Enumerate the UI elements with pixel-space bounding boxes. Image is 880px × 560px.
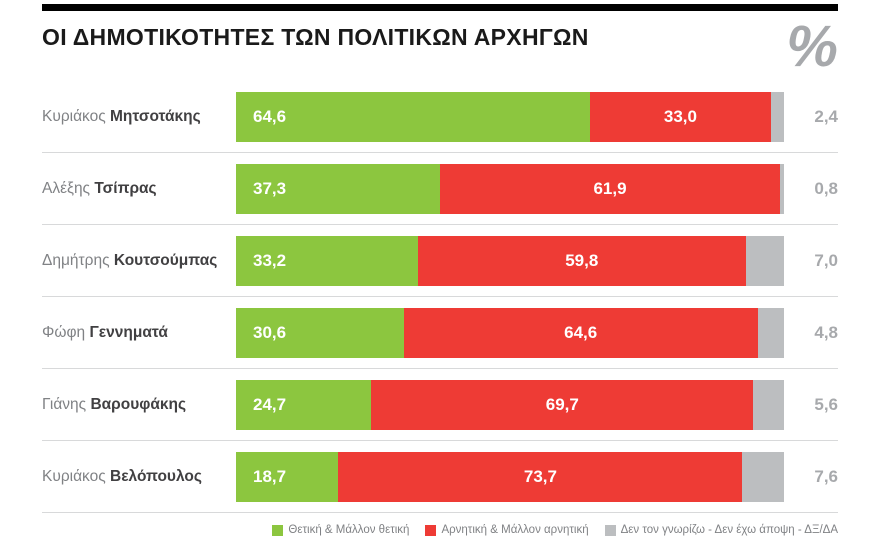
legend-item: Αρνητική & Μάλλον αρνητική [425, 524, 589, 536]
table-row: Αλέξης Τσίπρας 37,3 61,9 0,8 [42, 153, 838, 225]
unknown-segment [745, 235, 784, 286]
legend-item: Θετική & Μάλλον θετική [272, 524, 409, 536]
name-label: Φώφη Γεννηματά [42, 324, 236, 342]
first-name: Κυριάκος [42, 467, 110, 485]
positive-value: 64,6 [253, 106, 287, 126]
first-name: Αλέξης [42, 179, 95, 197]
unknown-segment [753, 379, 784, 430]
negative-segment: 64,6 [403, 307, 758, 358]
header: ΟΙ ΔΗΜΟΤΙΚΟΤΗΤΕΣ ΤΩΝ ΠΟΛΙΤΙΚΩΝ ΑΡΧΗΓΩΝ % [42, 11, 838, 81]
positive-segment: 30,6 [236, 307, 404, 358]
unknown-value: 0,8 [814, 178, 838, 198]
stacked-bar: 37,3 61,9 [236, 163, 784, 214]
positive-segment: 18,7 [236, 451, 339, 502]
percent-symbol: % [786, 14, 838, 79]
positive-value: 30,6 [253, 322, 287, 342]
stacked-bar: 33,2 59,8 [236, 235, 784, 286]
table-row: Κυριάκος Μητσοτάκης 64,6 33,0 2,4 [42, 81, 838, 153]
unknown-value: 4,8 [814, 322, 838, 342]
legend-label: Δεν τον γνωρίζω - Δεν έχω άποψη - ΔΞ/ΔΑ [620, 524, 838, 536]
unknown-segment [770, 91, 784, 142]
negative-value: 61,9 [593, 178, 627, 198]
unknown-value: 5,6 [814, 394, 838, 414]
legend-label: Θετική & Μάλλον θετική [288, 524, 410, 536]
legend-item: Δεν τον γνωρίζω - Δεν έχω άποψη - ΔΞ/ΔΑ [604, 524, 838, 536]
negative-segment: 69,7 [371, 379, 754, 430]
positive-segment: 64,6 [236, 91, 590, 142]
positive-segment: 24,7 [236, 379, 372, 430]
table-row: Γιάνης Βαρουφάκης 24,7 69,7 5,6 [42, 369, 838, 441]
legend-label: Αρνητική & Μάλλον αρνητική [441, 524, 589, 536]
positive-value: 37,3 [253, 178, 287, 198]
stacked-bar: 18,7 73,7 [236, 451, 784, 502]
first-name: Φώφη [42, 323, 90, 341]
last-name: Γεννηματά [89, 323, 168, 341]
name-label: Δημήτρης Κουτσούμπας [42, 252, 236, 270]
positive-value: 18,7 [253, 466, 287, 486]
first-name: Κυριάκος [42, 107, 110, 125]
unknown-value: 7,6 [814, 466, 838, 486]
last-name: Βαρουφάκης [90, 395, 187, 413]
positive-value: 33,2 [253, 250, 287, 270]
positive-segment: 37,3 [236, 163, 441, 214]
negative-value: 59,8 [565, 250, 599, 270]
negative-value: 64,6 [564, 322, 598, 342]
negative-value: 69,7 [545, 394, 579, 414]
last-name: Τσίπρας [94, 179, 157, 197]
top-rule [42, 4, 838, 11]
last-name: Βελόπουλος [110, 467, 202, 485]
unknown-value: 2,4 [814, 106, 838, 126]
first-name: Δημήτρης [42, 251, 114, 269]
last-name: Κουτσούμπας [113, 251, 218, 269]
table-row: Κυριάκος Βελόπουλος 18,7 73,7 7,6 [42, 441, 838, 513]
page-title: ΟΙ ΔΗΜΟΤΙΚΟΤΗΤΕΣ ΤΩΝ ΠΟΛΙΤΙΚΩΝ ΑΡΧΗΓΩΝ [42, 24, 589, 50]
legend-swatch-icon [604, 524, 616, 536]
legend: Θετική & Μάλλον θετική Αρνητική & Μάλλον… [42, 513, 838, 536]
positive-value: 24,7 [253, 394, 287, 414]
negative-value: 33,0 [663, 106, 697, 126]
positive-segment: 33,2 [236, 235, 418, 286]
negative-segment: 61,9 [440, 163, 780, 214]
negative-segment: 73,7 [338, 451, 743, 502]
unknown-segment [779, 163, 784, 214]
name-label: Γιάνης Βαρουφάκης [42, 396, 236, 414]
table-row: Δημήτρης Κουτσούμπας 33,2 59,8 7,0 [42, 225, 838, 297]
name-label: Κυριάκος Μητσοτάκης [42, 108, 236, 126]
first-name: Γιάνης [42, 395, 91, 413]
name-label: Κυριάκος Βελόπουλος [42, 468, 236, 486]
legend-swatch-icon [272, 524, 284, 536]
unknown-segment [757, 307, 784, 358]
rows: Κυριάκος Μητσοτάκης 64,6 33,0 2,4 Αλέξης… [42, 81, 838, 513]
stacked-bar: 24,7 69,7 [236, 379, 784, 430]
name-label: Αλέξης Τσίπρας [42, 180, 236, 198]
negative-value: 73,7 [523, 466, 557, 486]
legend-swatch-icon [425, 524, 437, 536]
unknown-value: 7,0 [814, 250, 838, 270]
negative-segment: 33,0 [590, 91, 771, 142]
unknown-segment [742, 451, 784, 502]
negative-segment: 59,8 [417, 235, 746, 286]
table-row: Φώφη Γεννηματά 30,6 64,6 4,8 [42, 297, 838, 369]
stacked-bar: 64,6 33,0 [236, 91, 784, 142]
last-name: Μητσοτάκης [110, 107, 201, 125]
stacked-bar: 30,6 64,6 [236, 307, 784, 358]
